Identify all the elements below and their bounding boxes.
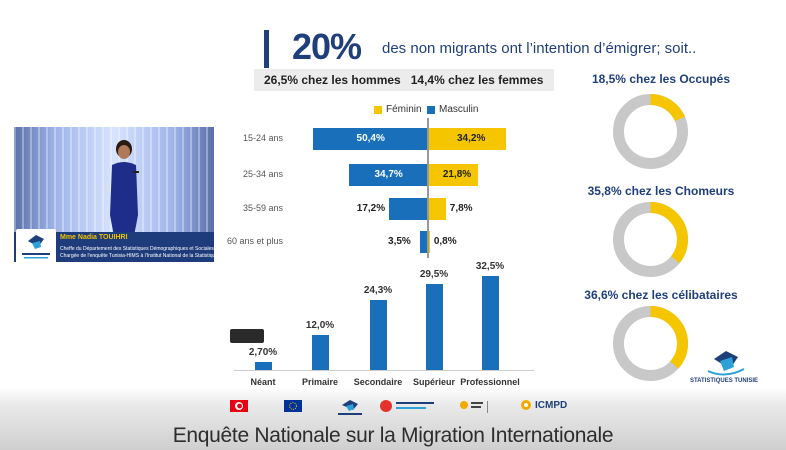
legend-label-feminin: Féminin [386, 104, 422, 115]
donut-chart [612, 201, 688, 277]
gender-summary-femmes: 14,4% chez les femmes [410, 73, 544, 87]
education-category-label: Supérieur [412, 377, 455, 387]
education-bar-value: 2,70% [248, 347, 278, 359]
education-bar [311, 335, 329, 370]
education-bar [369, 299, 387, 370]
education-bar [254, 362, 272, 370]
legend-label-masculin: Masculin [439, 104, 479, 115]
speaker-name: Mme Nadia TOUIHRI [60, 234, 128, 241]
gender-summary-hommes: 26,5% chez les hommes [264, 73, 401, 87]
education-category-label: Secondaire [353, 377, 403, 387]
migration-project-logo-icon [460, 401, 488, 413]
ins-logo-text: STATISTIQUES TUNISIE [689, 378, 759, 384]
donut-title-chomeurs: 35,8% chez les Chomeurs [587, 184, 735, 198]
education-bar [481, 275, 499, 370]
education-bar-value: 32,5% [475, 260, 505, 272]
tunisia-flag-icon [230, 400, 248, 412]
ins-logo-icon [707, 351, 745, 376]
bar-masculin [420, 231, 428, 253]
icmpd-logo-text: ICMPD [535, 399, 568, 411]
education-category-label: Professionnel [460, 377, 520, 387]
headline-text: des non migrants ont l’intention d’émigr… [382, 40, 697, 57]
dark-label-tag [230, 329, 264, 343]
legend-swatch-masculin [427, 105, 435, 114]
donut-value-slice [612, 305, 688, 381]
footer-band [0, 387, 786, 450]
education-bar-value: 29,5% [419, 269, 449, 281]
age-category-label: 15-24 ans [242, 133, 283, 143]
education-category-label: Néant [250, 377, 276, 387]
bar-feminin [428, 164, 478, 186]
bar-masculin [388, 198, 428, 220]
education-category-label: Primaire [301, 377, 339, 387]
donut-title-celibataires: 36,6% chez les célibataires [584, 288, 738, 302]
speaker-figure [110, 140, 139, 247]
education-bar-value: 12,0% [305, 320, 335, 332]
age-category-label: 60 ans et plus [226, 236, 283, 246]
headline-percentage: 20% [292, 26, 362, 67]
bar-feminin-value: 7,8% [449, 203, 473, 214]
donut-value-slice [612, 93, 688, 169]
footer-title: Enquête Nationale sur la Migration Inter… [172, 424, 614, 447]
icmpd-logo-icon [521, 400, 531, 410]
age-category-label: 25-34 ans [242, 169, 283, 179]
education-axis [234, 370, 534, 371]
speaker-role-line2: Chargée de l'enquête Tunisia-HIMS à l'In… [60, 253, 219, 259]
bar-feminin-value: 34,2% [456, 133, 486, 144]
channel-logo-icon [16, 229, 56, 265]
donut-chart [612, 305, 688, 381]
bar-masculin [313, 128, 428, 150]
eu-flag-icon [284, 400, 302, 412]
bar-masculin-value: 17,2% [356, 203, 386, 214]
bar-feminin [428, 198, 446, 220]
legend-swatch-feminin [374, 105, 382, 114]
bar-feminin-value: 0,8% [433, 236, 457, 247]
donut-title-occupes: 18,5% chez les Occupés [591, 72, 731, 86]
bar-masculin [348, 164, 428, 186]
bar-masculin-value: 3,5% [388, 236, 411, 247]
speaker-video [14, 127, 214, 247]
bar-feminin-value: 21,8% [442, 169, 472, 180]
gender-summary: 26,5% chez les hommes 14,4% chez les fem… [254, 69, 554, 91]
icmpd-logo: ICMPD [520, 399, 567, 411]
headline-accent-bar [264, 30, 269, 68]
ins-partner-logo-icon [338, 400, 362, 415]
bar-masculin-value: 50,4% [356, 133, 385, 144]
donut-value-slice [612, 201, 688, 277]
speaker-role-line1: Cheffe du Département des Statistiques D… [60, 246, 214, 252]
bar-masculin-value: 34,7% [374, 169, 403, 180]
bar-feminin [428, 128, 506, 150]
legend-feminin: Féminin [374, 104, 422, 115]
age-category-label: 35-59 ans [242, 203, 283, 213]
legend-masculin: Masculin [427, 104, 478, 115]
education-bar-value: 24,3% [363, 284, 393, 296]
donut-chart [612, 93, 688, 169]
chart-center-axis [427, 118, 429, 258]
education-bar [425, 284, 443, 370]
migration-observatory-logo-icon [380, 400, 434, 412]
